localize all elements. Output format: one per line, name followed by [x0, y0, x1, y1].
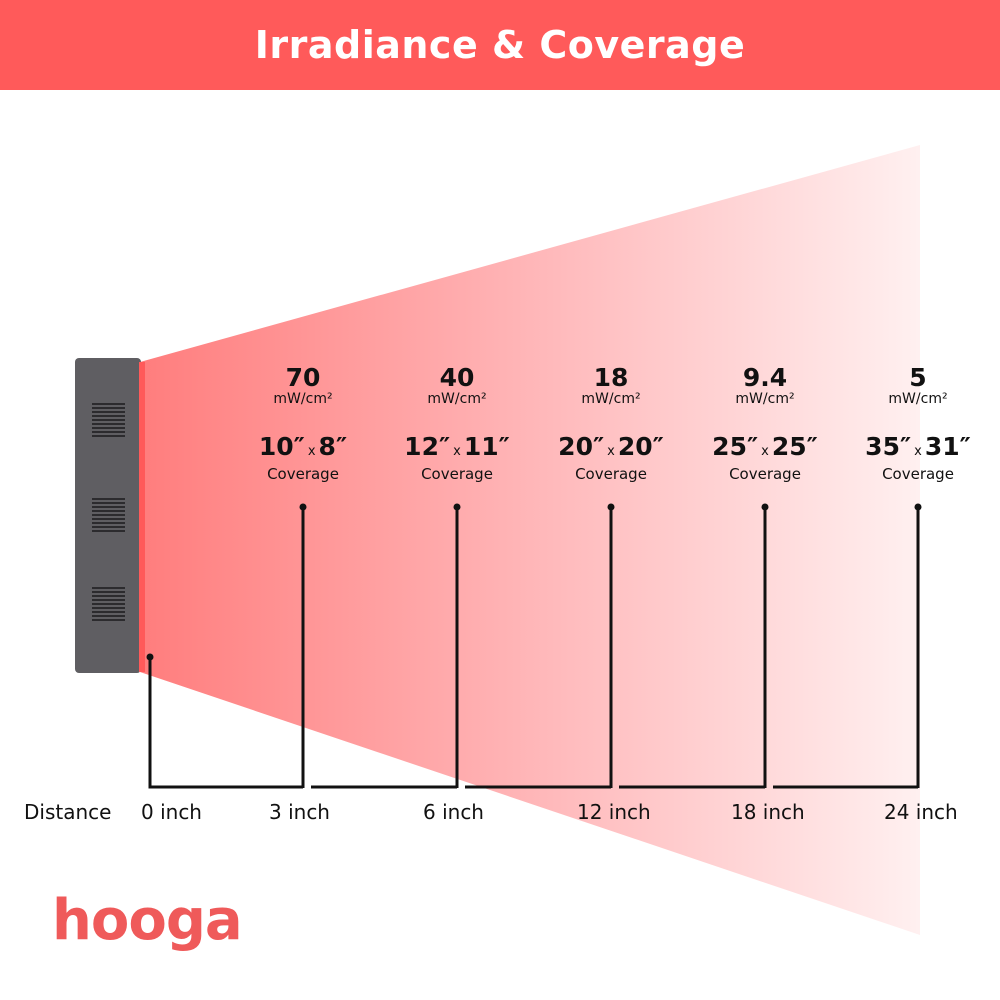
- vent-icon: [92, 403, 125, 621]
- column-1: 40 mW/cm² 12″ x 11″ Coverage: [377, 363, 537, 483]
- coverage-size: 10″ x 8″: [223, 433, 383, 466]
- distance-0: 0 inch: [141, 800, 202, 824]
- column-2: 18 mW/cm² 20″ x 20″ Coverage: [531, 363, 691, 483]
- coverage-width: 10″: [258, 432, 305, 461]
- coverage-x: x: [607, 444, 615, 459]
- irradiance-value: 9.4: [742, 363, 788, 392]
- column-3: 9.4 mW/cm² 25″ x 25″ Coverage: [685, 363, 845, 483]
- column-0: 70 mW/cm² 10″ x 8″ Coverage: [223, 363, 383, 483]
- coverage-size: 25″ x 25″: [685, 433, 845, 466]
- coverage-height: 20″: [617, 432, 664, 461]
- coverage-x: x: [453, 444, 461, 459]
- coverage-label: Coverage: [267, 465, 339, 483]
- coverage-height: 8″: [318, 432, 348, 461]
- coverage-size: 12″ x 11″: [377, 433, 537, 466]
- coverage-width: 35″: [865, 432, 912, 461]
- irradiance-value: 40: [439, 363, 475, 392]
- coverage-height: 25″: [771, 432, 818, 461]
- irradiance-value: 5: [909, 363, 927, 392]
- coverage-width: 12″: [404, 432, 451, 461]
- distance-3: 12 inch: [577, 800, 651, 824]
- irradiance-unit: mW/cm²: [888, 391, 948, 407]
- irradiance-unit: mW/cm²: [581, 391, 641, 407]
- coverage-height: 31″: [924, 432, 971, 461]
- column-4: 5 mW/cm² 35″ x 31″ Coverage: [838, 363, 998, 483]
- irradiance-unit: mW/cm²: [273, 391, 333, 407]
- coverage-x: x: [914, 444, 922, 459]
- distance-5: 24 inch: [884, 800, 958, 824]
- irradiance-unit: mW/cm²: [735, 391, 795, 407]
- coverage-label: Coverage: [421, 465, 493, 483]
- distance-lines: [146, 503, 922, 789]
- coverage-size: 20″ x 20″: [531, 433, 691, 466]
- coverage-x: x: [761, 444, 769, 459]
- light-beam: [140, 145, 920, 935]
- irradiance-value: 18: [593, 363, 629, 392]
- header-banner: Irradiance & Coverage: [0, 0, 1000, 90]
- irradiance-value: 70: [285, 363, 321, 392]
- coverage-height: 11″: [463, 432, 510, 461]
- distance-1: 3 inch: [269, 800, 330, 824]
- distance-label: Distance: [24, 800, 112, 824]
- distance-2: 6 inch: [423, 800, 484, 824]
- origin-line: [148, 657, 303, 789]
- distance-4: 18 inch: [731, 800, 805, 824]
- coverage-label: Coverage: [729, 465, 801, 483]
- device-light-face: [139, 362, 145, 672]
- coverage-width: 20″: [558, 432, 605, 461]
- coverage-label: Coverage: [882, 465, 954, 483]
- coverage-x: x: [307, 444, 316, 459]
- coverage-size: 35″ x 31″: [838, 433, 998, 466]
- coverage-label: Coverage: [575, 465, 647, 483]
- coverage-width: 25″: [712, 432, 759, 461]
- irradiance-unit: mW/cm²: [427, 391, 487, 407]
- page-title: Irradiance & Coverage: [254, 23, 746, 67]
- hooga-logo: hooga: [52, 888, 243, 953]
